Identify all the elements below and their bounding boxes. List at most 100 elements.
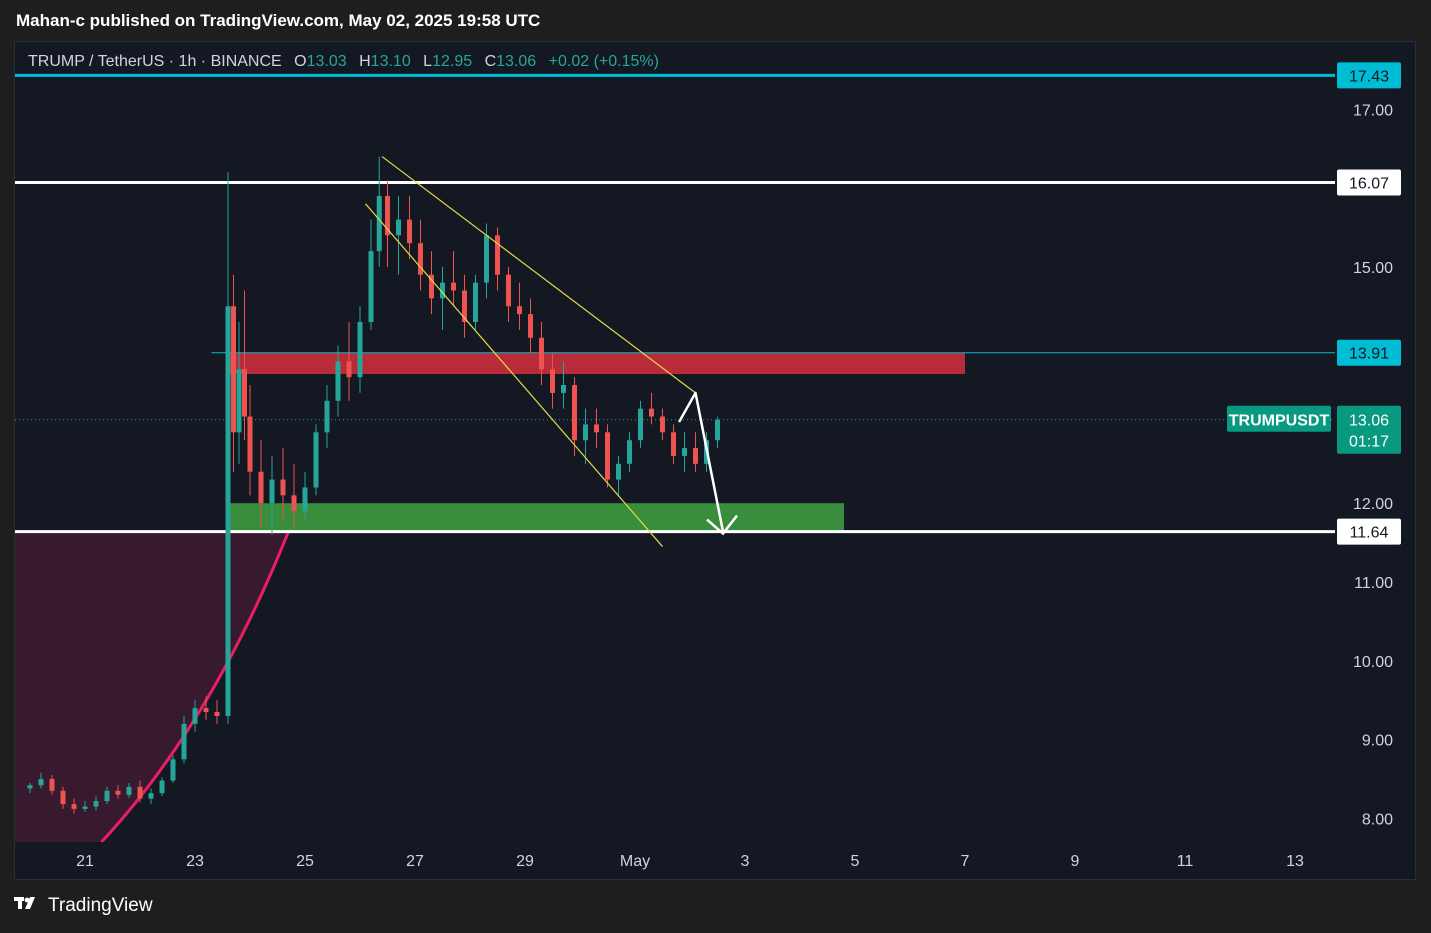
candle-body-18 [225, 306, 231, 716]
projection-path [677, 391, 725, 532]
candle-body-47 [517, 306, 522, 315]
candle-body-15 [192, 708, 198, 724]
chart-area[interactable]: 21 23 25 27 29 May 3 5 7 9 11 13 17.00 15.00 12.00 11.0… [14, 41, 1416, 880]
candle-body-38 [418, 243, 423, 275]
x-tick-label: 21 [76, 853, 94, 870]
candle-body-53 [583, 424, 588, 441]
candle-body-57 [627, 440, 632, 464]
y-tick-label: 9.00 [1362, 733, 1393, 750]
candle-body-16 [203, 708, 209, 712]
candle-body-50 [550, 369, 555, 393]
level-tag-13.91: 13.91 [1349, 346, 1389, 363]
y-tick-label: 17.00 [1353, 102, 1393, 119]
candle-body-20 [236, 369, 242, 433]
channel-upper-line [381, 156, 696, 394]
candle-body-19 [231, 306, 236, 433]
candle-body-30 [335, 361, 341, 401]
candle-body-17 [214, 712, 220, 716]
candle-body-61 [671, 432, 676, 456]
level-tag-bg-16.07 [1337, 169, 1401, 196]
symbol-tag: TRUMPUSDT [1229, 413, 1330, 430]
candle-body-21 [242, 369, 247, 417]
y-tick-label: 10.00 [1353, 654, 1393, 671]
level-tag-bg-11.64 [1337, 518, 1401, 545]
candle-body-28 [313, 432, 319, 488]
candle-body-7 [104, 790, 110, 802]
plot-group [15, 73, 1335, 842]
candle-body-43 [473, 282, 478, 322]
candle-body-11 [148, 793, 154, 799]
candle-body-6 [93, 801, 99, 807]
candle-body-52 [572, 385, 577, 441]
x-tick-label: 29 [516, 853, 534, 870]
parabolic-curve [100, 531, 290, 842]
legend-low-value: 12.95 [432, 53, 473, 70]
y-tick-label: 15.00 [1353, 260, 1393, 277]
candle-body-9 [126, 786, 132, 795]
candle-body-34 [376, 195, 382, 252]
legend-close-label: C [484, 53, 497, 70]
support-zone [228, 503, 844, 532]
level-tag-17.43: 17.43 [1349, 68, 1389, 85]
current-price-tag-bg [1337, 405, 1401, 454]
y-tick-label: 11.00 [1354, 575, 1393, 592]
candle-body-10 [137, 786, 143, 799]
countdown-tag: 01:17 [1349, 434, 1389, 451]
candle-body-51 [561, 385, 566, 393]
legend-change-value: +0.02 (+0.15%) [548, 53, 659, 70]
legend-high-value: 13.10 [370, 53, 411, 70]
x-tick-label: 23 [186, 853, 204, 870]
channel-lower-line [365, 203, 663, 547]
level-tag-11.64: 11.64 [1350, 525, 1389, 542]
candle-body-4 [71, 804, 77, 809]
current-price-tag: 13.06 [1349, 413, 1389, 430]
candle-body-5 [82, 806, 88, 809]
candle-body-13 [170, 759, 176, 781]
candle-body-46 [506, 274, 511, 307]
x-tick-label: 5 [851, 853, 860, 870]
level-tag-bg-13.91 [1337, 339, 1401, 366]
candle-body-45 [495, 235, 500, 275]
legend-close-value: 13.06 [496, 53, 537, 70]
tradingview-logo-icon [14, 895, 40, 917]
x-tick-label: 25 [296, 853, 314, 870]
candle-body-41 [451, 282, 456, 291]
level-tag-bg-17.43 [1337, 62, 1401, 89]
x-tick-label: 7 [961, 853, 970, 870]
resistance-zone [228, 352, 965, 374]
candle-body-27 [302, 487, 308, 512]
candle-body-62 [682, 448, 687, 456]
legend-low-label: L [423, 53, 433, 70]
x-tick-label: 27 [406, 853, 424, 870]
tradingview-brand: TradingView [48, 895, 153, 916]
candle-body-63 [693, 448, 698, 464]
chart-legend: TRUMP / TetherUS · 1h · BINANCE O13.03 H… [28, 53, 659, 71]
candle-body-40 [440, 282, 445, 299]
candle-body-31 [346, 361, 352, 378]
candle-body-55 [605, 432, 610, 480]
tradingview-logo[interactable]: TradingView [14, 895, 153, 917]
x-tick-label: 3 [741, 853, 750, 870]
projection-arrowhead [706, 514, 738, 536]
candle-body-33 [368, 251, 374, 322]
x-tick-label: 9 [1071, 853, 1080, 870]
x-tick-label: 13 [1286, 853, 1304, 870]
candle-body-35 [385, 195, 390, 236]
chart-canvas[interactable]: 21 23 25 27 29 May 3 5 7 9 11 13 17.00 15.00 12.00 11.0… [15, 42, 1415, 879]
candle-body-1 [38, 778, 44, 786]
candle-body-0 [27, 785, 33, 789]
candle-body-36 [396, 219, 401, 236]
candle-body-37 [407, 219, 412, 244]
candle-body-65 [715, 419, 720, 441]
candle-body-54 [594, 424, 599, 433]
candle-body-14 [181, 723, 187, 760]
candle-body-22 [247, 416, 253, 472]
candle-body-59 [649, 408, 654, 417]
candle-body-56 [616, 463, 621, 480]
candle-body-8 [115, 790, 121, 795]
x-tick-label: May [620, 853, 650, 870]
legend-symbol[interactable]: TRUMP / TetherUS · 1h · BINANCE [28, 53, 282, 70]
candle-body-32 [357, 322, 363, 378]
legend-open-label: O [294, 53, 307, 70]
candle-body-2 [49, 778, 55, 791]
